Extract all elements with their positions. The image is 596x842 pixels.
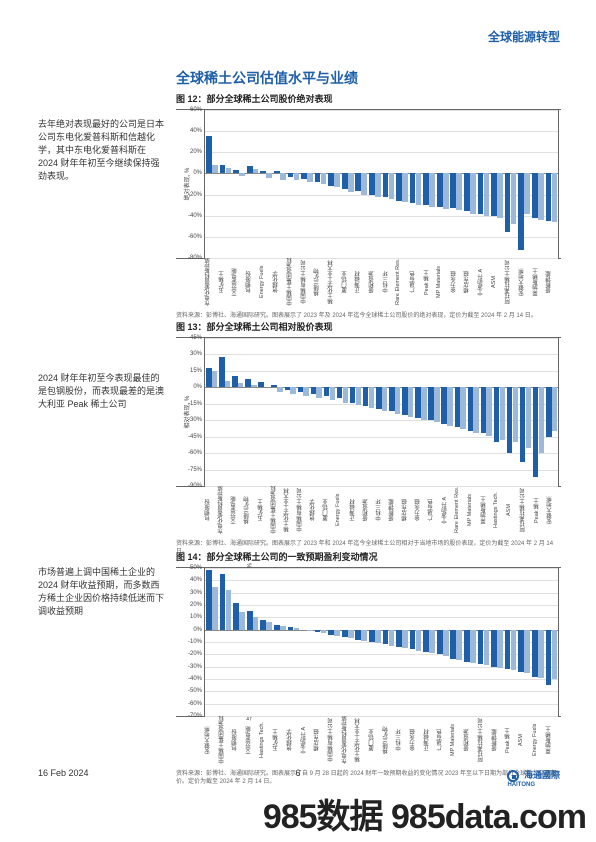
logo-icon [507,770,519,782]
footer-date: 16 Feb 2024 [38,768,89,778]
figure-12-plot [204,110,559,258]
figure-12: 图 12：部分全球稀土公司股价绝对表现 绝对表现, % -80%-60%-40%… [176,92,561,321]
side-note-1: 去年绝对表现最好的公司是日本公司东电化爱普科斯和信越化学，其中东电化爱普科斯在 … [38,118,168,183]
figure-14-title: 图 14：部分全球稀土公司的一致预期盈利变动情况 [176,550,561,563]
figure-14-chart: 与截至 2024 财年 9 月数据相比，一致预期盈利修正幅度, % -70%-6… [176,567,561,717]
footer-logo-main: 海通國際 [524,770,560,780]
figure-13-yaxis: 相对表现, % -90%-75%-60%-45%-30%-15%0%15%30%… [176,338,204,486]
footer: 16 Feb 2024 6 海通國際 HAITONG [0,768,596,790]
footer-logo: 海通國際 HAITONG [507,768,560,788]
footer-page: 6 [295,768,300,778]
header-right-title: 全球能源转型 [488,28,560,45]
figure-14-plot [204,568,559,716]
figure-12-chart: 绝对表现, % -80%-60%-40%-20%0%20%40%60% 东电化爱… [176,109,561,259]
figure-14-xlabels: 安徽大地熊中国稀土集团资源科技公司包钢股份艾芬豪电能Hastings Tech.… [204,716,559,766]
figure-12-yaxis: 绝对表现, % -80%-60%-40%-20%0%20%40%60% [176,110,204,258]
figure-13-xlabels: 包钢股份东电化爱普科斯控股有限公司艾芬豪电能格陵兰矿物五矿稀土中国稀土集团资源科… [204,486,559,536]
side-note-3: 市场普遍上调中国稀土企业的 2024 财年收益预期，而多数西方稀土企业因价格持续… [38,566,168,618]
figure-13-plot [204,338,559,486]
figure-14: 图 14：部分全球稀土公司的一致预期盈利变动情况 与截至 2024 财年 9 月… [176,550,561,787]
figure-12-xlabels: 东电化爱普科斯控股有限公司五矿稀土艾芬豪电能包钢股份Energy Fuels信越… [204,258,559,308]
side-note-2: 2024 财年年初至今表现最佳的是包钢股份，而表现最差的是澳大利亚 Peak 稀… [38,372,168,411]
figure-13: 图 13：部分全球稀土公司相对股价表现 相对表现, % -90%-75%-60%… [176,320,561,557]
figure-14-yaxis: 与截至 2024 财年 9 月数据相比，一致预期盈利修正幅度, % -70%-6… [176,568,204,716]
watermark: 985数据 985data.com [263,789,586,838]
figure-12-title: 图 12：部分全球稀土公司股价绝对表现 [176,92,561,105]
section-title: 全球稀土公司估值水平与业绩 [176,68,358,88]
figure-13-chart: 相对表现, % -90%-75%-60%-45%-30%-15%0%15%30%… [176,337,561,487]
footer-logo-sub: HAITONG [507,782,560,788]
figure-13-title: 图 13：部分全球稀土公司相对股价表现 [176,320,561,333]
